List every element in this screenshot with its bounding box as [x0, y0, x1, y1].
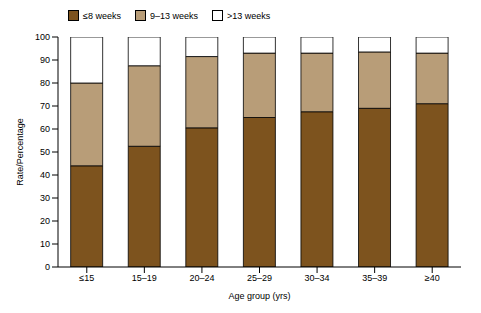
- svg-text:30: 30: [40, 193, 50, 203]
- svg-text:Age group (yrs): Age group (yrs): [228, 291, 290, 301]
- svg-text:30–34: 30–34: [305, 273, 330, 283]
- svg-text:10: 10: [40, 239, 50, 249]
- svg-text:20–24: 20–24: [189, 273, 214, 283]
- svg-text:0: 0: [45, 262, 50, 272]
- html-text:≤8 weeks: ≤8 weeks: [83, 10, 121, 21]
- svg-text:50: 50: [40, 147, 50, 157]
- svg-text:35–39: 35–39: [362, 273, 387, 283]
- svg-text:60: 60: [40, 124, 50, 134]
- svg-text:40: 40: [40, 170, 50, 180]
- svg-text:20: 20: [40, 216, 50, 226]
- svg-text:25–29: 25–29: [247, 273, 272, 283]
- html-text:9–13 weeks: 9–13 weeks: [150, 10, 198, 21]
- svg-text:70: 70: [40, 101, 50, 111]
- svg-text:100: 100: [35, 32, 50, 42]
- svg-text:Rate/Percentage: Rate/Percentage: [15, 118, 25, 186]
- svg-text:15–19: 15–19: [132, 273, 157, 283]
- svg-text:≤15: ≤15: [79, 273, 94, 283]
- svg-text:≥40: ≥40: [425, 273, 440, 283]
- svg-text:80: 80: [40, 78, 50, 88]
- html-text:>13 weeks: >13 weeks: [227, 10, 271, 21]
- svg-text:90: 90: [40, 55, 50, 65]
